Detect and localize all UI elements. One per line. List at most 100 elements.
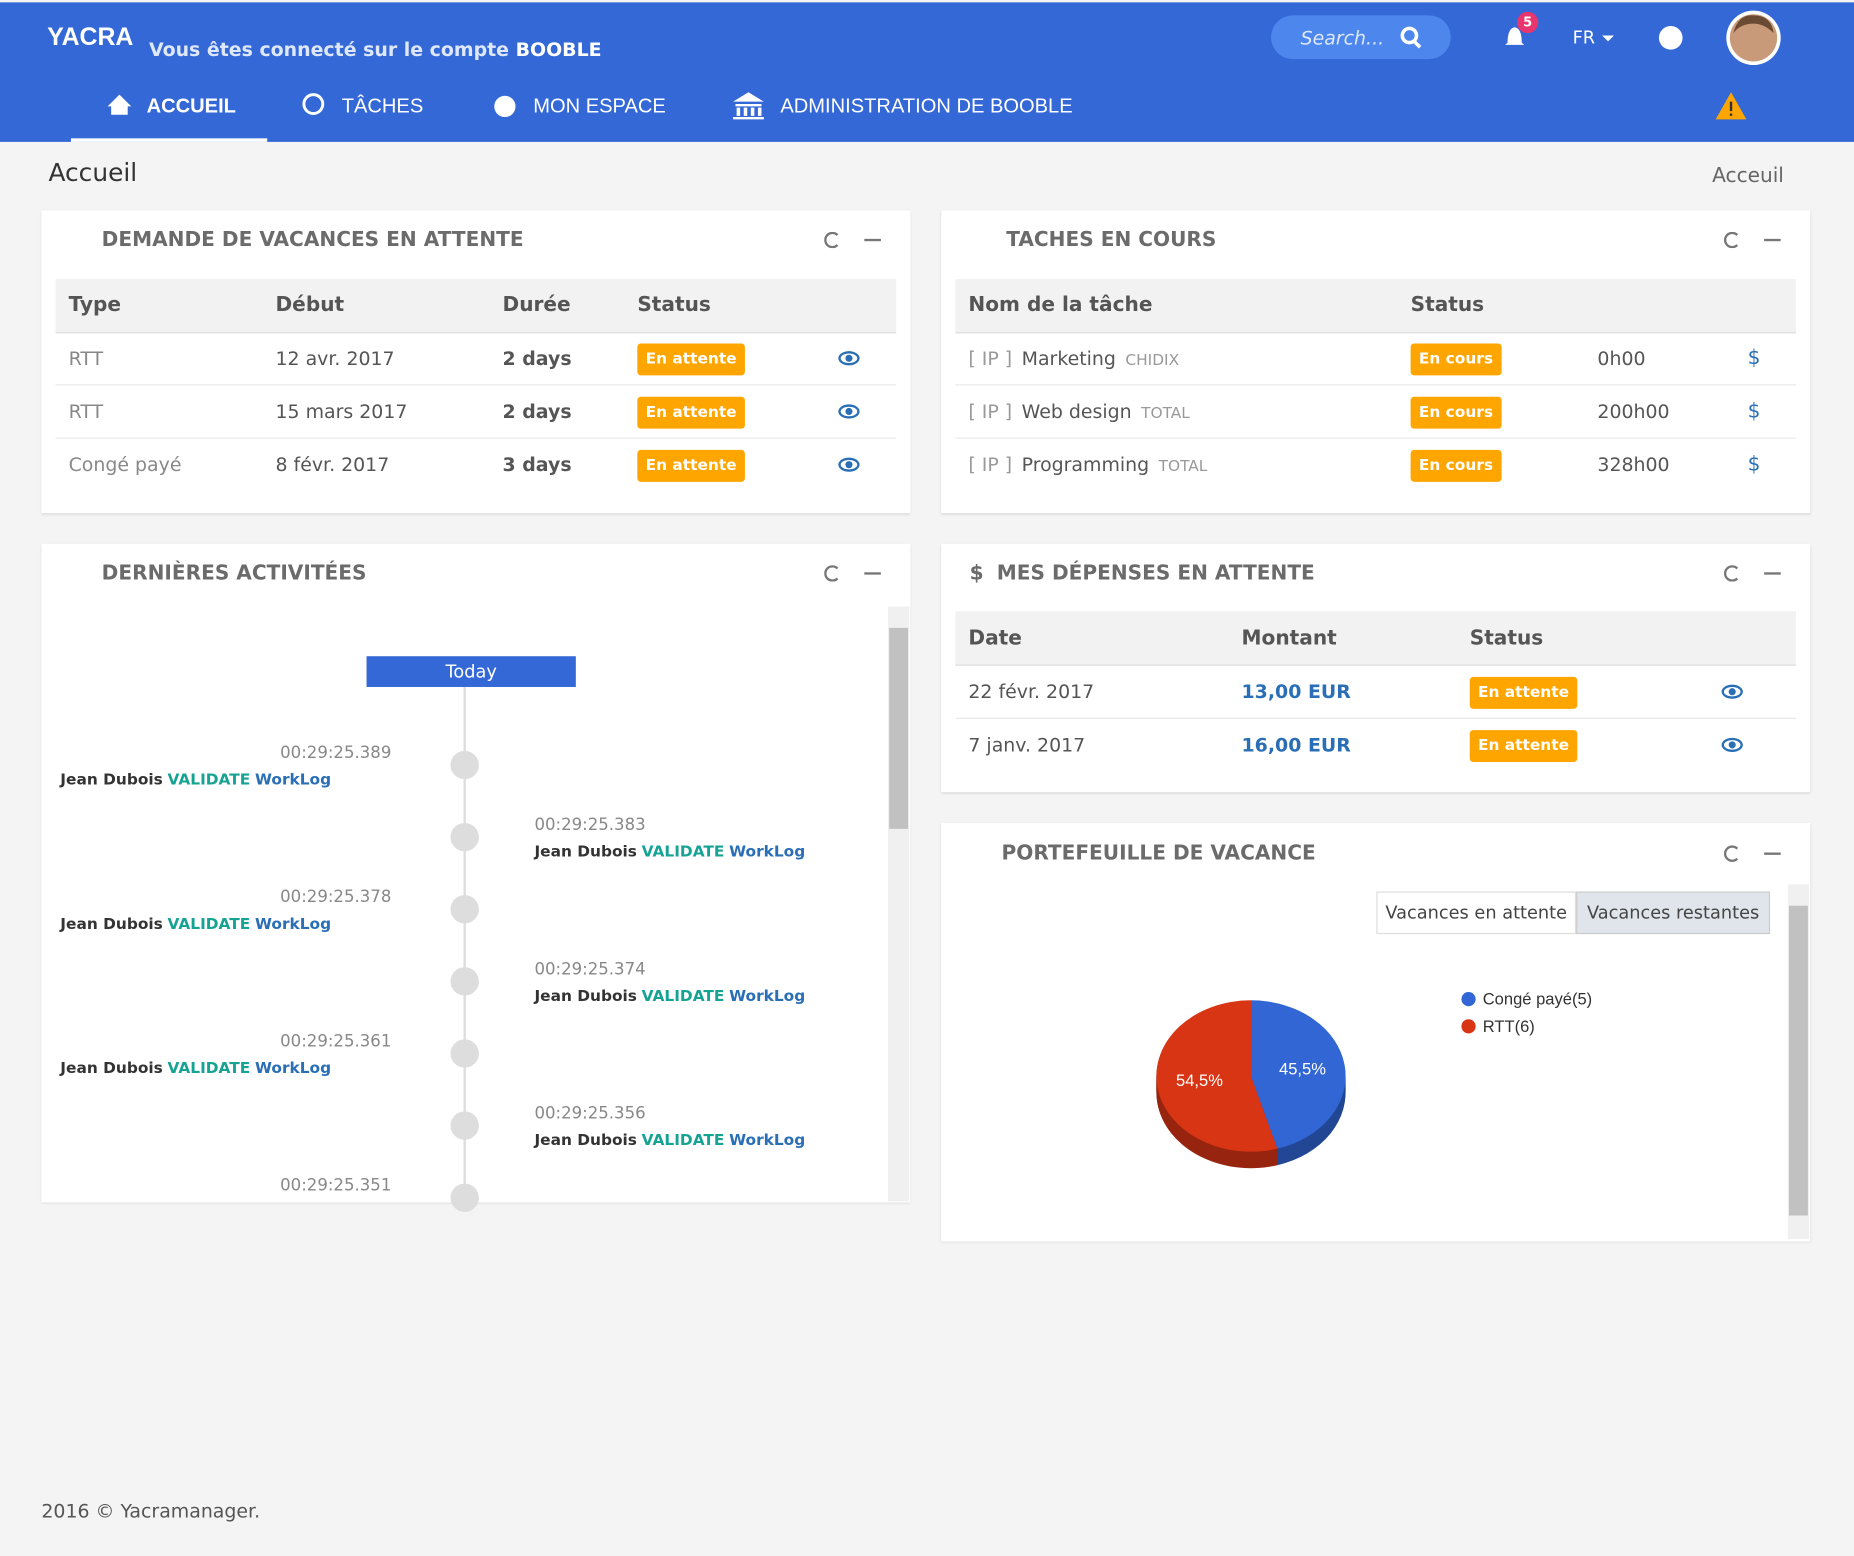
table-header	[955, 279, 1797, 334]
timeline-dot	[450, 1039, 479, 1068]
activity-object[interactable]: WorkLog	[254, 1060, 332, 1078]
scroll-thumb[interactable]	[889, 627, 909, 829]
panel-title: DEMANDE DE VACANCES EN ATTENTE	[101, 228, 524, 252]
eye-pupil	[1728, 741, 1736, 749]
header	[0, 2, 1854, 142]
activity-text: Jean Dubois VALIDATE WorkLog	[534, 1132, 805, 1150]
account-info: Vous êtes connecté sur le compte BOOBLE	[149, 38, 602, 60]
view-button[interactable]	[838, 457, 860, 472]
activity-object[interactable]: WorkLog	[729, 1132, 806, 1150]
activity-object[interactable]: WorkLog	[254, 915, 332, 934]
cell: 22 févr. 2017	[968, 680, 1095, 703]
view-button[interactable]	[838, 404, 860, 419]
page-title: Accueil	[48, 158, 138, 187]
collapse-button[interactable]	[1764, 852, 1781, 855]
row-separator	[55, 437, 897, 439]
slice-label: 45,5%	[1279, 1059, 1326, 1078]
panel-title: MES DÉPENSES EN ATTENTE	[996, 561, 1315, 586]
currency-icon[interactable]: $	[1747, 346, 1761, 371]
nav-item[interactable]: ACCUEIL	[146, 94, 236, 118]
timeline-dot	[450, 967, 479, 996]
activity-object[interactable]: WorkLog	[729, 843, 806, 862]
cell: 2 days	[502, 400, 572, 423]
status-badge: En cours	[1410, 396, 1502, 429]
timeline-dot	[450, 750, 479, 780]
activity-object[interactable]: WorkLog	[729, 987, 806, 1006]
panel-icon: $	[969, 561, 984, 586]
activity-user: Jean Dubois	[60, 771, 163, 790]
collapse-button[interactable]	[864, 572, 881, 575]
refresh-button[interactable]	[824, 231, 841, 249]
refresh-button[interactable]	[1723, 231, 1741, 249]
row-separator	[955, 384, 1797, 386]
refresh-button[interactable]	[824, 565, 841, 582]
search-placeholder[interactable]: Search...	[1300, 26, 1385, 50]
eye-pupil	[845, 407, 853, 416]
connected-text: Vous êtes connecté sur le compte	[148, 38, 510, 61]
status-badge: En attente	[637, 396, 745, 429]
footer: 2016 © Yacramanager.	[41, 1499, 261, 1523]
nav-item[interactable]: TÂCHES	[341, 94, 424, 118]
search-box[interactable]	[1271, 15, 1451, 60]
status-badge: En cours	[1410, 343, 1502, 376]
activity-action: VALIDATE	[167, 1060, 251, 1078]
refresh-button[interactable]	[1723, 565, 1741, 582]
eye-pupil	[845, 354, 853, 362]
tab-active[interactable]: Vacances restantes	[1576, 891, 1771, 935]
activity-text: Jean Dubois VALIDATE WorkLog	[534, 844, 805, 862]
slice-label: 54,5%	[1176, 1071, 1223, 1090]
cell: 3 days	[502, 453, 572, 476]
tab[interactable]: Vacances en attente	[1376, 891, 1577, 935]
collapse-button[interactable]	[864, 238, 881, 242]
today-marker: Today	[366, 656, 576, 687]
activity-time: 00:29:25.361	[280, 1032, 392, 1052]
currency-icon[interactable]: $	[1747, 452, 1761, 477]
timeline-dot	[450, 822, 479, 852]
amount: 13,00 EUR	[1241, 680, 1351, 703]
collapse-button[interactable]	[1764, 572, 1781, 575]
task-time: 0h00	[1597, 347, 1646, 370]
legend-label[interactable]: RTT(6)	[1483, 1017, 1535, 1036]
task-prefix: [ IP ]	[968, 347, 1013, 370]
task-prefix: [ IP ]	[968, 453, 1013, 476]
timeline-dot	[450, 1111, 479, 1140]
logo: YACRA	[47, 23, 134, 51]
task-client: CHIDIX	[1125, 351, 1180, 370]
nav-item[interactable]: ADMINISTRATION DE BOOBLE	[780, 94, 1073, 118]
amount: 16,00 EUR	[1241, 733, 1351, 757]
view-button[interactable]	[838, 351, 860, 366]
view-button[interactable]	[1721, 737, 1743, 753]
task-name: Web design	[1021, 400, 1132, 423]
activity-text: Jean Dubois VALIDATE WorkLog	[60, 772, 331, 790]
pie-slice	[1250, 1000, 1346, 1149]
activity-object[interactable]: WorkLog	[254, 771, 332, 790]
scroll-thumb[interactable]	[1788, 905, 1808, 1216]
row-separator	[955, 437, 1797, 439]
language[interactable]: FR	[1572, 27, 1596, 49]
row-separator	[955, 717, 1797, 719]
breadcrumb[interactable]: Acceuil	[1712, 164, 1784, 189]
refresh-button[interactable]	[1723, 845, 1741, 862]
scrollbar[interactable]	[1787, 884, 1810, 1240]
view-button[interactable]	[1721, 684, 1743, 699]
task-cell: [ IP ] Web design TOTAL	[968, 400, 1189, 422]
activity-user: Jean Dubois	[534, 1132, 637, 1150]
currency-icon[interactable]: $	[1747, 399, 1761, 424]
column-header: Status	[1469, 626, 1544, 651]
timeline-line	[463, 686, 466, 1202]
legend-marker	[1461, 992, 1476, 1007]
panel-title: TACHES EN COURS	[1006, 228, 1217, 252]
scrollbar[interactable]	[887, 606, 910, 1202]
activity-text: Jean Dubois VALIDATE WorkLog	[60, 916, 331, 934]
vacation-panel	[41, 210, 911, 514]
table-header	[955, 611, 1797, 666]
panel-title: PORTEFEUILLE DE VACANCE	[1001, 841, 1316, 866]
collapse-button[interactable]	[1764, 238, 1781, 242]
activity-panel	[41, 543, 911, 1203]
status-badge: En attente	[1469, 676, 1578, 709]
activity-action: VALIDATE	[641, 987, 725, 1006]
nav-item[interactable]: MON ESPACE	[533, 94, 666, 118]
legend-label[interactable]: Congé payé(5)	[1483, 990, 1592, 1009]
